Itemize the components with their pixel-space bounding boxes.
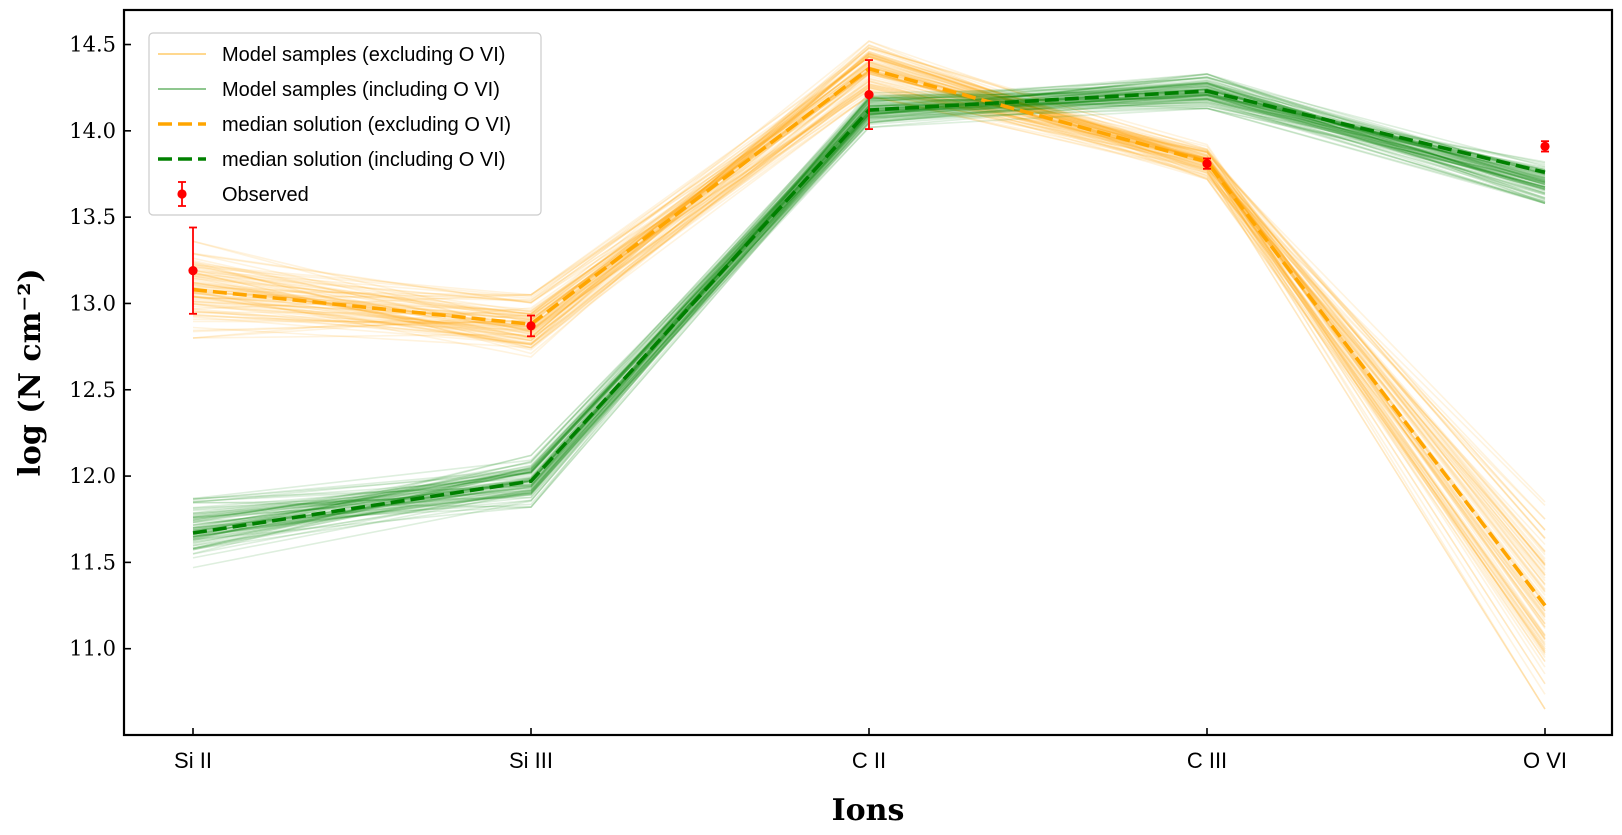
observed-marker <box>1540 141 1550 151</box>
x-tick-label: O VI <box>1523 748 1567 773</box>
observed-marker <box>188 266 198 276</box>
y-axis-title: log (N cm⁻²) <box>13 268 48 476</box>
legend-item-3: median solution (including O VI) <box>158 149 505 171</box>
observed-point-1 <box>526 314 536 338</box>
x-axis: Si II Si III C II C III O VI <box>174 728 1567 773</box>
x-tick-label: C II <box>852 748 886 773</box>
sample-line <box>192 55 1546 654</box>
observed-point-3 <box>1202 157 1212 170</box>
sample-line <box>192 51 1546 654</box>
legend-label: Model samples (excluding O VI) <box>222 44 505 66</box>
plot-frame <box>122 8 1614 737</box>
y-tick-label: 13.0 <box>69 291 116 315</box>
sample-line <box>192 53 1546 576</box>
x-tick-label: Si III <box>509 748 553 773</box>
y-tick-label: 12.5 <box>69 378 116 402</box>
sample-line <box>192 45 1546 520</box>
sample-line <box>192 47 1546 636</box>
observed-marker <box>864 89 874 100</box>
y-axis: 11.0 11.5 12.0 12.5 13.0 13.5 14.0 14.5 <box>69 33 131 661</box>
sample-line <box>192 52 1546 639</box>
observed-point-4 <box>1540 140 1550 153</box>
sample-line <box>192 46 1546 646</box>
sample-line <box>192 56 1546 643</box>
x-tick-label: Si II <box>174 748 212 773</box>
y-tick-label: 13.5 <box>69 205 116 229</box>
sample-line <box>192 54 1546 710</box>
sample-line <box>192 56 1546 570</box>
legend-box <box>148 32 542 216</box>
legend-item-4: Observed <box>177 181 309 207</box>
sample-line <box>192 43 1546 564</box>
observed-marker <box>526 321 536 331</box>
observed-marker <box>1202 159 1212 169</box>
sample-line <box>192 40 1546 612</box>
y-tick-label: 14.0 <box>69 119 116 143</box>
legend-label: Observed <box>222 184 309 206</box>
y-tick-label: 11.5 <box>69 550 116 574</box>
y-tick-label: 12.0 <box>69 464 116 488</box>
x-axis-title: Ions <box>832 793 905 828</box>
legend-label: Model samples (including O VI) <box>222 79 500 101</box>
sample-line <box>192 54 1546 593</box>
legend-label: median solution (excluding O VI) <box>222 114 511 136</box>
sample-line <box>192 50 1546 650</box>
y-tick-label: 14.5 <box>69 33 116 57</box>
x-tick-label: C III <box>1187 748 1227 773</box>
sample-line <box>192 56 1546 520</box>
plot-content <box>188 40 1550 710</box>
legend-item-1: Model samples (including O VI) <box>158 79 500 101</box>
legend-item-0: Model samples (excluding O VI) <box>158 44 505 66</box>
sample-line <box>192 55 1546 685</box>
y-tick-label: 11.0 <box>69 637 116 661</box>
sample-line <box>192 44 1546 636</box>
sample-line <box>192 40 1546 552</box>
legend-label: median solution (including O VI) <box>222 149 505 171</box>
sample-line <box>192 50 1546 656</box>
sample-line <box>192 55 1546 531</box>
observed-point-0 <box>188 226 198 315</box>
legend-swatch-marker <box>177 189 187 199</box>
legend-item-2: median solution (excluding O VI) <box>158 114 511 136</box>
legend: Model samples (excluding O VI) Model samp… <box>148 32 542 216</box>
observed-point-2 <box>864 59 874 131</box>
sample-line <box>192 48 1546 553</box>
